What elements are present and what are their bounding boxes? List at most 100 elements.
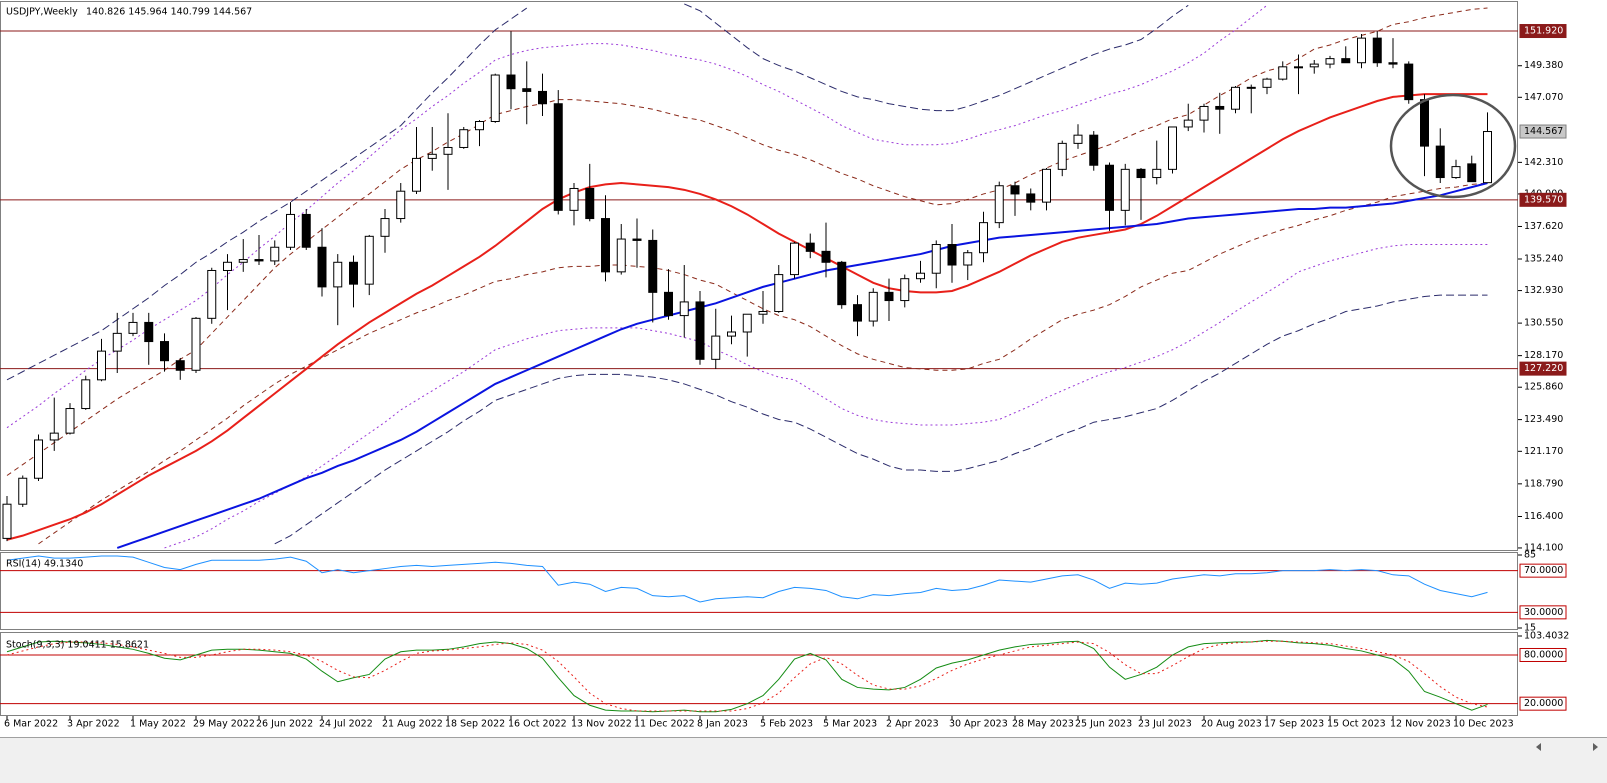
x-tick-label: 13 Nov 2022 [571, 719, 632, 730]
candle-body [1435, 145, 1445, 179]
y-tick-label: 149.380 [1524, 60, 1563, 71]
candle-body [569, 187, 579, 211]
candle-body [1404, 63, 1414, 101]
x-tick-label: 5 Mar 2023 [823, 719, 877, 730]
candle-body [727, 331, 736, 337]
candle-body [254, 259, 264, 262]
candle-body [1231, 86, 1240, 110]
y-tick-label: 128.170 [1524, 350, 1563, 361]
candle-body [742, 313, 752, 333]
x-tick-label: 3 Apr 2022 [67, 719, 120, 730]
scroll-left[interactable] [1536, 743, 1541, 751]
panel-plot [0, 555, 1518, 613]
candle-body [963, 252, 973, 266]
x-tick-label: 21 Aug 2022 [382, 719, 443, 730]
candle-body [223, 261, 232, 271]
candle-body [1120, 168, 1130, 211]
candle-body [1388, 62, 1398, 65]
candle-body [1325, 58, 1335, 65]
candle-body [994, 185, 1004, 224]
candle-body [979, 222, 988, 254]
x-tick-label: 11 Dec 2022 [634, 719, 695, 730]
x-tick-label: 6 Mar 2022 [4, 719, 58, 730]
candle-body [711, 335, 721, 360]
candle-body [286, 213, 295, 248]
candle-body [853, 304, 862, 322]
x-tick-label: 29 May 2022 [193, 719, 255, 730]
candle-body [160, 341, 169, 362]
y-tick-label: 15 [1524, 623, 1536, 634]
candle-body [1183, 119, 1193, 128]
candle-body [695, 301, 705, 360]
candle-body [97, 350, 106, 381]
candle-body [1199, 105, 1209, 121]
candle-body [1057, 142, 1067, 170]
indicator-line [6, 639, 1488, 713]
candle-body [364, 235, 374, 285]
candle-body [522, 88, 532, 92]
candle-body [81, 379, 91, 410]
x-tick-label: 10 Dec 2023 [1453, 719, 1514, 730]
candle-body [18, 477, 28, 505]
y-tick-label: 132.930 [1524, 285, 1563, 296]
level-label-box [1519, 696, 1567, 711]
level-label-box [1519, 605, 1567, 620]
level-label: 70.0000 [1524, 565, 1563, 576]
y-tick-label: 123.490 [1524, 414, 1563, 425]
candle-body [1294, 66, 1303, 69]
y-tick-label: 103.4032 [1524, 631, 1569, 642]
candle-body [1168, 126, 1177, 170]
x-tick-label: 5 Feb 2023 [760, 719, 813, 730]
main-panel-frame [0, 1, 1518, 551]
y-tick-label: 130.550 [1524, 318, 1563, 329]
candle-body [1262, 78, 1272, 88]
candle-body [301, 213, 311, 248]
x-tick-label: 23 Jul 2023 [1138, 719, 1192, 730]
candle-body [207, 269, 217, 319]
candle-body [459, 129, 469, 148]
panel-subtitle: 140.826 145.964 140.799 144.567 [86, 7, 252, 18]
candle-body [1372, 37, 1382, 64]
candle-body [821, 250, 831, 263]
level-label: 127.220 [1524, 363, 1563, 374]
candle-body [1215, 105, 1225, 110]
candle-body [1073, 134, 1083, 144]
panel-title: RSI(14) 49.1340 [6, 559, 83, 570]
y-tick-label: 114.100 [1524, 542, 1563, 553]
candle-body [349, 261, 358, 285]
scroll-right[interactable] [1593, 743, 1598, 751]
indicator-line [6, 555, 1488, 603]
candle-body [900, 278, 910, 302]
candle-body [1246, 86, 1256, 89]
candle-body [1278, 66, 1288, 80]
candle-body [538, 90, 547, 105]
candle-body [679, 301, 689, 317]
panel-title: USDJPY,Weekly [6, 7, 78, 18]
candle-body [443, 146, 453, 155]
candle-body [790, 242, 799, 276]
indicator-line [116, 182, 1488, 549]
level-label: 20.0000 [1524, 698, 1563, 709]
candle-body [1451, 166, 1461, 179]
x-tick-label: 15 Oct 2023 [1327, 719, 1386, 730]
candle-body [1152, 168, 1162, 179]
rsi-panel-frame [0, 552, 1518, 630]
y-tick-label: 125.860 [1524, 382, 1563, 393]
candle-body [1341, 58, 1351, 64]
highlight-ellipse [1389, 93, 1517, 199]
candle-body [65, 408, 75, 434]
y-tick-label: 147.070 [1524, 92, 1563, 103]
candle-body [144, 321, 154, 343]
level-label: 151.920 [1524, 26, 1563, 37]
x-tick-label: 17 Sep 2023 [1264, 719, 1324, 730]
candle-body [1309, 63, 1319, 68]
y-tick-label: 142.310 [1524, 157, 1563, 168]
candle-body [175, 360, 185, 371]
candle-body [238, 259, 248, 263]
indicator-line [6, 4, 1268, 429]
x-tick-label: 18 Sep 2022 [445, 719, 505, 730]
x-tick-label: 26 Jun 2022 [256, 719, 313, 730]
indicator-line [6, 640, 1488, 712]
